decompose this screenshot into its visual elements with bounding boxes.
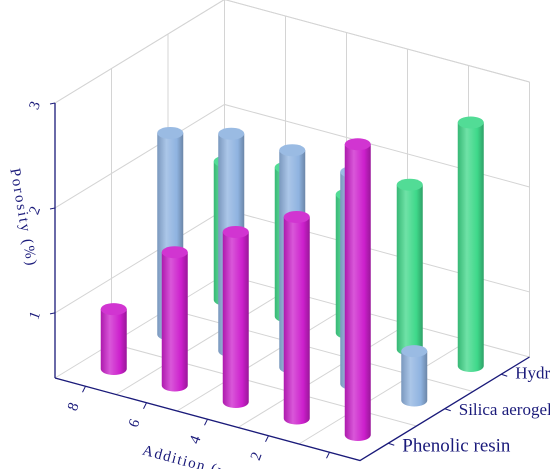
bar-top bbox=[344, 138, 371, 151]
bar-body bbox=[100, 309, 127, 375]
bar-body bbox=[161, 252, 188, 392]
bar-silica-aerogel-0 bbox=[401, 345, 428, 407]
bar-top bbox=[218, 127, 245, 140]
z-axis-title: Porosity (%) bbox=[6, 167, 39, 269]
bar-top bbox=[157, 126, 184, 139]
chart-bars bbox=[100, 116, 484, 441]
z-tick bbox=[49, 312, 56, 315]
y-tick bbox=[388, 442, 395, 446]
x-axis-title: Addition (wt%) bbox=[141, 443, 257, 469]
z-tick-label: 1 bbox=[26, 309, 44, 322]
x-tick bbox=[204, 419, 208, 426]
y-tick-label: Silica aerogel bbox=[459, 400, 550, 419]
bar-body bbox=[283, 216, 310, 425]
x-tick-label: 6 bbox=[126, 417, 144, 430]
grid-line bbox=[54, 274, 225, 379]
floor-edge bbox=[54, 356, 530, 462]
grid-line bbox=[176, 307, 347, 412]
grid-line bbox=[54, 0, 530, 104]
grid-line bbox=[54, 0, 530, 104]
z-tick-label: 3 bbox=[26, 99, 44, 112]
grid-line bbox=[237, 323, 408, 428]
bar-top bbox=[222, 225, 249, 238]
x-tick-label: 2 bbox=[248, 450, 266, 463]
bar-hydrogen-peroxide-2 bbox=[396, 178, 423, 356]
z-tick bbox=[49, 207, 56, 210]
bar-body bbox=[222, 231, 249, 408]
bar-top bbox=[457, 116, 484, 129]
x-tick bbox=[265, 435, 269, 442]
bar-body bbox=[344, 144, 371, 441]
x-tick bbox=[143, 402, 147, 409]
x-tick-label: 8 bbox=[65, 401, 83, 414]
bar-phenolic-resin-2 bbox=[283, 210, 310, 425]
bar-body bbox=[396, 184, 423, 356]
bar-top bbox=[279, 144, 306, 157]
y-tick bbox=[501, 373, 508, 377]
y-tick-label: Hydrogen peroxide bbox=[515, 363, 550, 382]
bar-body bbox=[401, 351, 428, 407]
grid-line bbox=[298, 340, 469, 445]
z-tick bbox=[49, 102, 56, 105]
grid-line bbox=[54, 103, 530, 209]
x-tick bbox=[326, 452, 330, 459]
grid-line bbox=[115, 290, 286, 395]
bar-top bbox=[401, 345, 428, 358]
bar-phenolic-resin-6 bbox=[161, 246, 188, 392]
y-tick-label: Phenolic resin bbox=[402, 435, 511, 456]
bar-phenolic-resin-8 bbox=[100, 303, 127, 375]
bar-top bbox=[100, 303, 127, 316]
x-tick bbox=[82, 386, 86, 393]
bar-phenolic-resin-4 bbox=[222, 225, 249, 408]
bar-body bbox=[457, 122, 484, 372]
bar-top bbox=[283, 210, 310, 223]
bar-top bbox=[396, 178, 423, 191]
bar-top bbox=[161, 246, 188, 259]
y-tick bbox=[444, 408, 451, 412]
bar-phenolic-resin-0 bbox=[344, 138, 371, 441]
x-tick-label: 4 bbox=[187, 433, 205, 446]
bar-hydrogen-peroxide-0 bbox=[457, 116, 484, 372]
